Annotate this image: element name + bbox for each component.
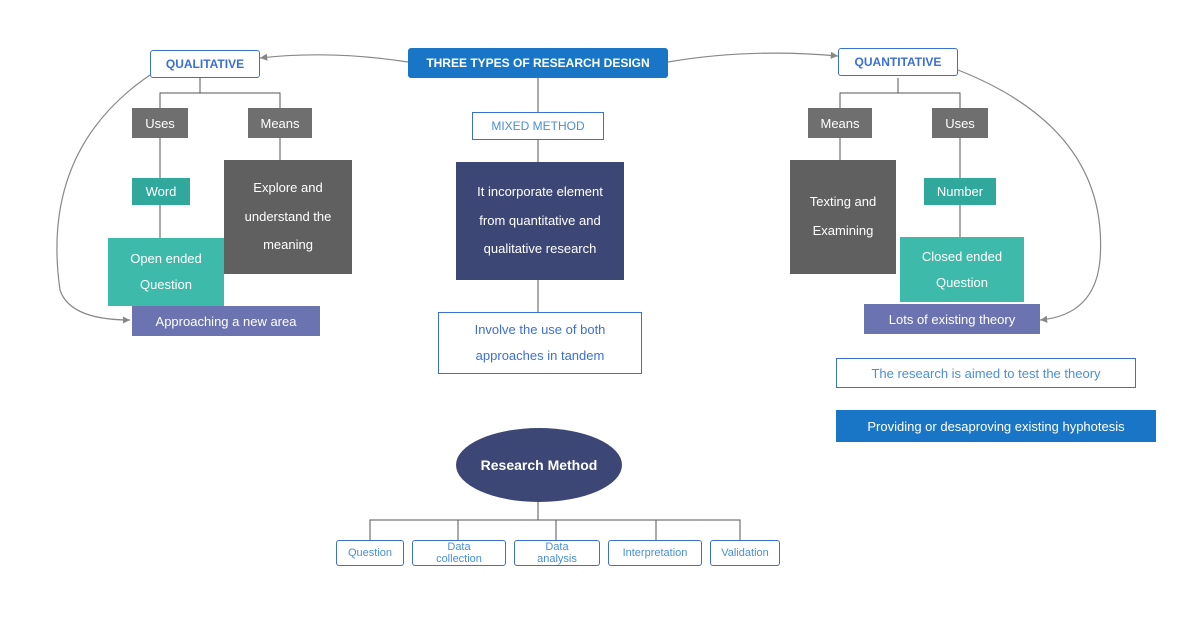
qual-means-box: Means [248,108,312,138]
qualitative-box: QUALITATIVE [150,50,260,78]
quant-means-label: Means [820,116,859,131]
title-box: THREE TYPES OF RESEARCH DESIGN [408,48,668,78]
mixed-method-box: MIXED METHOD [472,112,604,140]
providing-box: Providing or desaproving existing hyphot… [836,410,1156,442]
closed-q-box: Closed ended Question [900,237,1024,302]
word-box: Word [132,178,190,205]
lots-theory-text: Lots of existing theory [889,312,1015,327]
word-label: Word [146,184,177,199]
incorporate-box: It incorporate element from quantitative… [456,162,624,280]
quant-means-box: Means [808,108,872,138]
number-label: Number [937,184,983,199]
research-method-ellipse: Research Method [456,428,622,502]
qualitative-label: QUALITATIVE [166,57,244,71]
explore-box: Explore and understand the meaning [224,160,352,274]
rm-interpretation-box: Interpretation [608,540,702,566]
quantitative-label: QUANTITATIVE [855,55,942,69]
quantitative-box: QUANTITATIVE [838,48,958,76]
rm-question-box: Question [336,540,404,566]
rm-data-analysis-label: Data analysis [527,541,587,565]
open-q-text: Open ended Question [120,246,212,298]
quant-uses-label: Uses [945,116,975,131]
rm-question-label: Question [348,547,392,559]
qual-means-label: Means [260,116,299,131]
rm-data-analysis-box: Data analysis [514,540,600,566]
texting-text: Texting and Examining [802,188,884,245]
lots-theory-box: Lots of existing theory [864,304,1040,334]
rm-data-collection-box: Data collection [412,540,506,566]
title-text: THREE TYPES OF RESEARCH DESIGN [426,56,649,70]
number-box: Number [924,178,996,205]
approaching-box: Approaching a new area [132,306,320,336]
research-method-label: Research Method [481,457,598,473]
rm-interpretation-label: Interpretation [623,547,688,559]
explore-text: Explore and understand the meaning [236,174,340,260]
qual-uses-label: Uses [145,116,175,131]
qual-uses-box: Uses [132,108,188,138]
texting-box: Texting and Examining [790,160,896,274]
involve-box: Involve the use of both approaches in ta… [438,312,642,374]
closed-q-text: Closed ended Question [912,244,1012,296]
aimed-box: The research is aimed to test the theory [836,358,1136,388]
incorporate-text: It incorporate element from quantitative… [468,178,612,264]
rm-data-collection-label: Data collection [425,541,493,565]
involve-text: Involve the use of both approaches in ta… [451,317,629,369]
approaching-text: Approaching a new area [156,314,297,329]
providing-text: Providing or desaproving existing hyphot… [867,419,1124,434]
open-q-box: Open ended Question [108,238,224,306]
aimed-text: The research is aimed to test the theory [871,366,1100,381]
mixed-method-label: MIXED METHOD [491,119,584,133]
rm-validation-label: Validation [721,547,769,559]
rm-validation-box: Validation [710,540,780,566]
quant-uses-box: Uses [932,108,988,138]
